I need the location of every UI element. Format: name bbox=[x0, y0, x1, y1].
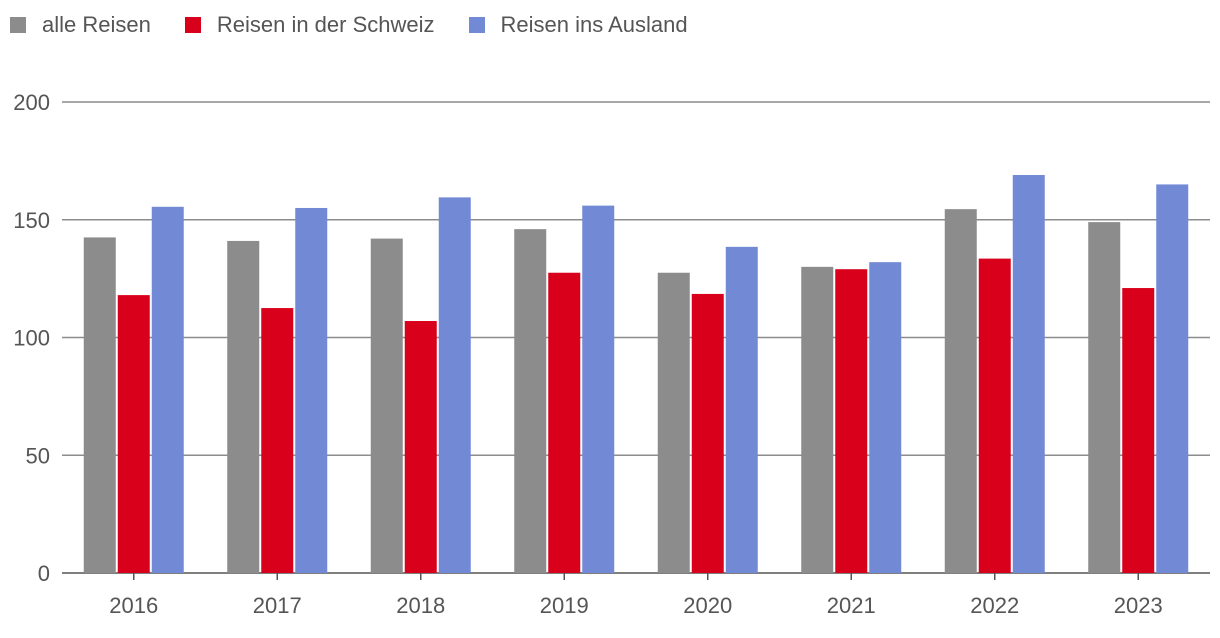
y-tick-label: 50 bbox=[26, 443, 50, 468]
y-tick-label: 150 bbox=[13, 208, 50, 233]
bar-2018-series-0 bbox=[370, 238, 403, 573]
bar-2023-series-0 bbox=[1088, 222, 1121, 574]
bar-2016-series-1 bbox=[117, 295, 150, 573]
x-tick-label: 2021 bbox=[827, 593, 876, 618]
x-tick-label: 2020 bbox=[683, 593, 732, 618]
legend-swatch-reisen-ausland bbox=[468, 17, 485, 33]
bar-2018-series-1 bbox=[404, 321, 437, 573]
bar-2020-series-1 bbox=[691, 293, 724, 573]
legend-label-alle-reisen: alle Reisen bbox=[42, 12, 151, 37]
bar-2021-series-0 bbox=[801, 266, 834, 573]
y-tick-label: 0 bbox=[38, 561, 50, 586]
bars bbox=[83, 175, 1189, 574]
bar-2017-series-0 bbox=[227, 240, 260, 573]
y-tick-label: 200 bbox=[13, 90, 50, 115]
bar-2016-series-2 bbox=[151, 206, 184, 574]
bar-2023-series-2 bbox=[1156, 184, 1189, 574]
legend: alle Reisen Reisen in der Schweiz Reisen… bbox=[10, 12, 722, 38]
legend-label-reisen-schweiz: Reisen in der Schweiz bbox=[216, 12, 435, 37]
legend-swatch-alle-reisen bbox=[10, 17, 26, 33]
bar-2020-series-0 bbox=[657, 272, 690, 573]
x-tick-label: 2016 bbox=[109, 593, 158, 618]
x-tick-label: 2017 bbox=[253, 593, 302, 618]
bar-2021-series-2 bbox=[869, 262, 902, 573]
bar-2019-series-2 bbox=[582, 205, 615, 573]
bar-2023-series-1 bbox=[1122, 288, 1155, 573]
bar-2022-series-0 bbox=[944, 209, 977, 573]
bar-2021-series-1 bbox=[835, 269, 868, 573]
bar-2017-series-1 bbox=[261, 308, 294, 573]
x-tick-label: 2019 bbox=[540, 593, 589, 618]
bar-2022-series-1 bbox=[978, 258, 1011, 573]
bar-2017-series-2 bbox=[295, 207, 328, 573]
bar-2018-series-2 bbox=[438, 197, 471, 573]
legend-item-alle-reisen: alle Reisen bbox=[10, 12, 151, 38]
x-tick-label: 2018 bbox=[396, 593, 445, 618]
x-tick-label: 2022 bbox=[970, 593, 1019, 618]
y-tick-label: 100 bbox=[13, 326, 50, 351]
x-tick-label: 2023 bbox=[1114, 593, 1163, 618]
bar-2016-series-0 bbox=[83, 237, 116, 573]
bar-2019-series-0 bbox=[514, 229, 547, 574]
bar-2019-series-1 bbox=[548, 272, 581, 573]
legend-item-reisen-schweiz: Reisen in der Schweiz bbox=[184, 12, 435, 38]
y-axis-ticks: 0 50 100 150 200 bbox=[13, 90, 50, 586]
bar-2022-series-2 bbox=[1012, 175, 1045, 573]
x-axis-ticks: 2016 2017 2018 2019 2020 2021 2022 2023 bbox=[109, 573, 1163, 618]
bar-2020-series-2 bbox=[725, 246, 758, 573]
legend-swatch-reisen-schweiz bbox=[184, 17, 201, 33]
legend-label-reisen-ausland: Reisen ins Ausland bbox=[500, 12, 688, 37]
legend-item-reisen-ausland: Reisen ins Ausland bbox=[468, 12, 688, 38]
